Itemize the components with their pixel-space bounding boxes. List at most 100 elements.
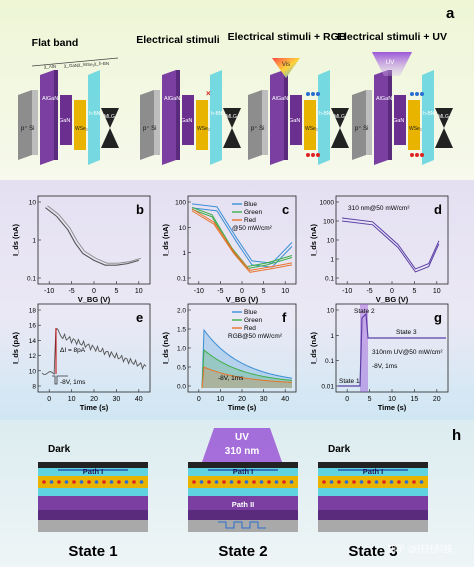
carrier-icon bbox=[199, 480, 204, 484]
state-trace bbox=[338, 312, 446, 387]
carrier-icon bbox=[252, 480, 256, 484]
algan-slab bbox=[374, 70, 388, 165]
device-layer bbox=[38, 462, 148, 468]
uv-light-icon bbox=[202, 428, 282, 462]
carrier-icon bbox=[237, 480, 241, 484]
y-axis-label: I_ds (nA) bbox=[309, 331, 318, 364]
wse2-label: WSe₂ bbox=[305, 126, 318, 132]
algan-slab-edge bbox=[388, 70, 392, 160]
x-tick-label: 5 bbox=[412, 288, 416, 295]
y-tick-label: 16 bbox=[29, 323, 37, 330]
panel-c: -10 -5 0 5 10 100 10 1 0.1 V_BG (V) I_ds (nA) c Blue… bbox=[161, 195, 297, 304]
carrier-icon bbox=[117, 480, 121, 484]
device-state-2: UV 310 nm Path I Path II State 2 bbox=[188, 428, 298, 560]
state-1-label: State 1 bbox=[339, 378, 360, 385]
mlg-cone-icon bbox=[435, 108, 453, 148]
hole-icon bbox=[306, 153, 310, 157]
algan-slab bbox=[40, 70, 54, 165]
device-layer bbox=[188, 468, 298, 476]
si-block bbox=[32, 90, 38, 155]
si-label: p⁺ Si bbox=[251, 125, 265, 132]
carrier-icon bbox=[72, 480, 76, 484]
wse2-slab bbox=[408, 100, 420, 150]
band-diagram-2: p⁺ Si AlGaN/ AlN GaN WSe₂ h-BN MLG × bbox=[140, 70, 241, 165]
gan-slab bbox=[290, 95, 302, 145]
blocked-x-icon: × bbox=[206, 89, 211, 98]
carrier-icon bbox=[329, 480, 334, 484]
y-tick-label: 1 bbox=[32, 238, 36, 245]
y-tick-label: 1.5 bbox=[177, 327, 186, 334]
y-tick-label: 1.0 bbox=[177, 346, 186, 353]
panel-letter: f bbox=[282, 310, 287, 325]
si-block bbox=[262, 90, 268, 155]
mlg-label: MLG bbox=[438, 114, 449, 120]
uv-exposure-band bbox=[360, 304, 368, 392]
series-green bbox=[191, 208, 293, 270]
mlg-label: MLG bbox=[334, 114, 345, 120]
y-tick-label: 0.5 bbox=[177, 365, 186, 372]
state-name: State 1 bbox=[68, 543, 117, 560]
device-layer bbox=[318, 496, 428, 510]
algan-label: AlGaN/ AlN bbox=[42, 96, 70, 102]
wse2-label: WSe₂ bbox=[75, 126, 88, 132]
carrier-icon bbox=[207, 480, 211, 484]
vis-label: Vis bbox=[282, 62, 290, 68]
panel-a-title-flat-band: Flat band bbox=[32, 37, 79, 49]
wse2-label: WSe₂ bbox=[197, 126, 210, 132]
path-1-label: Path I bbox=[83, 467, 103, 476]
series-green bbox=[191, 206, 293, 268]
device-layer bbox=[38, 496, 148, 510]
x-tick-label: -10 bbox=[44, 288, 54, 295]
carrier-icon bbox=[124, 480, 129, 484]
x-tick-label: 0 bbox=[47, 396, 51, 403]
y-axis-label: I_ds (nA) bbox=[11, 223, 20, 256]
x-axis-label: Time (s) bbox=[378, 403, 407, 412]
y-axis-label: I_ds (nA) bbox=[161, 331, 170, 364]
gate-pulse-icon bbox=[52, 375, 68, 385]
series-fill bbox=[202, 350, 292, 388]
carrier-icon bbox=[274, 480, 279, 484]
x-tick-label: -5 bbox=[366, 288, 372, 295]
legend-label: Red bbox=[244, 217, 256, 224]
algan-label: AlGaN/ AlN bbox=[376, 96, 404, 102]
y-tick-label: 10 bbox=[29, 368, 37, 375]
x-tick-label: 0 bbox=[390, 288, 394, 295]
legend-label: @50 mW/cm² bbox=[232, 225, 273, 232]
series-line bbox=[201, 348, 293, 389]
algan-slab bbox=[270, 70, 284, 165]
carrier-icon bbox=[139, 480, 144, 484]
uv-light-icon bbox=[372, 52, 412, 76]
light-label-310nm: 310 nm bbox=[225, 446, 260, 457]
si-block bbox=[366, 90, 372, 155]
si-label: p⁺ Si bbox=[143, 125, 157, 132]
electron-affinity-label: χ_AlN bbox=[44, 64, 56, 69]
series-red bbox=[191, 208, 293, 271]
path-1-label: Path I bbox=[363, 467, 383, 476]
x-tick-label: 20 bbox=[433, 396, 441, 403]
light-label: Dark bbox=[48, 444, 71, 455]
y-tick-label: 0.1 bbox=[177, 276, 186, 283]
uv-transfer-curve bbox=[341, 217, 440, 270]
panel-a-title-electrical: Electrical stimuli bbox=[136, 34, 220, 46]
device-layer bbox=[318, 468, 428, 476]
electron-icon bbox=[410, 92, 414, 96]
band-diagram-3: p⁺ Si AlGaN/ AlN GaN WSe₂ h-BN MLG bbox=[248, 70, 349, 165]
wse2-slab bbox=[196, 100, 208, 150]
carrier-icon bbox=[132, 480, 136, 484]
x-tick-label: 40 bbox=[135, 396, 143, 403]
carrier-icon bbox=[367, 480, 371, 484]
legend-label: Red bbox=[244, 325, 256, 332]
path-1-label: Path I bbox=[233, 467, 253, 476]
device-layer bbox=[38, 468, 148, 476]
state-3-label: State 3 bbox=[396, 329, 417, 336]
mlg-cone-icon bbox=[101, 108, 119, 148]
y-tick-label: 14 bbox=[29, 338, 37, 345]
algan-slab-edge bbox=[54, 70, 58, 160]
hbn-label: h-BN bbox=[211, 111, 223, 117]
carrier-icon bbox=[222, 480, 226, 484]
x-tick-label: 10 bbox=[281, 288, 289, 295]
uv-transfer-curve bbox=[341, 220, 440, 273]
device-layer bbox=[188, 510, 298, 520]
device-layer bbox=[318, 476, 428, 488]
